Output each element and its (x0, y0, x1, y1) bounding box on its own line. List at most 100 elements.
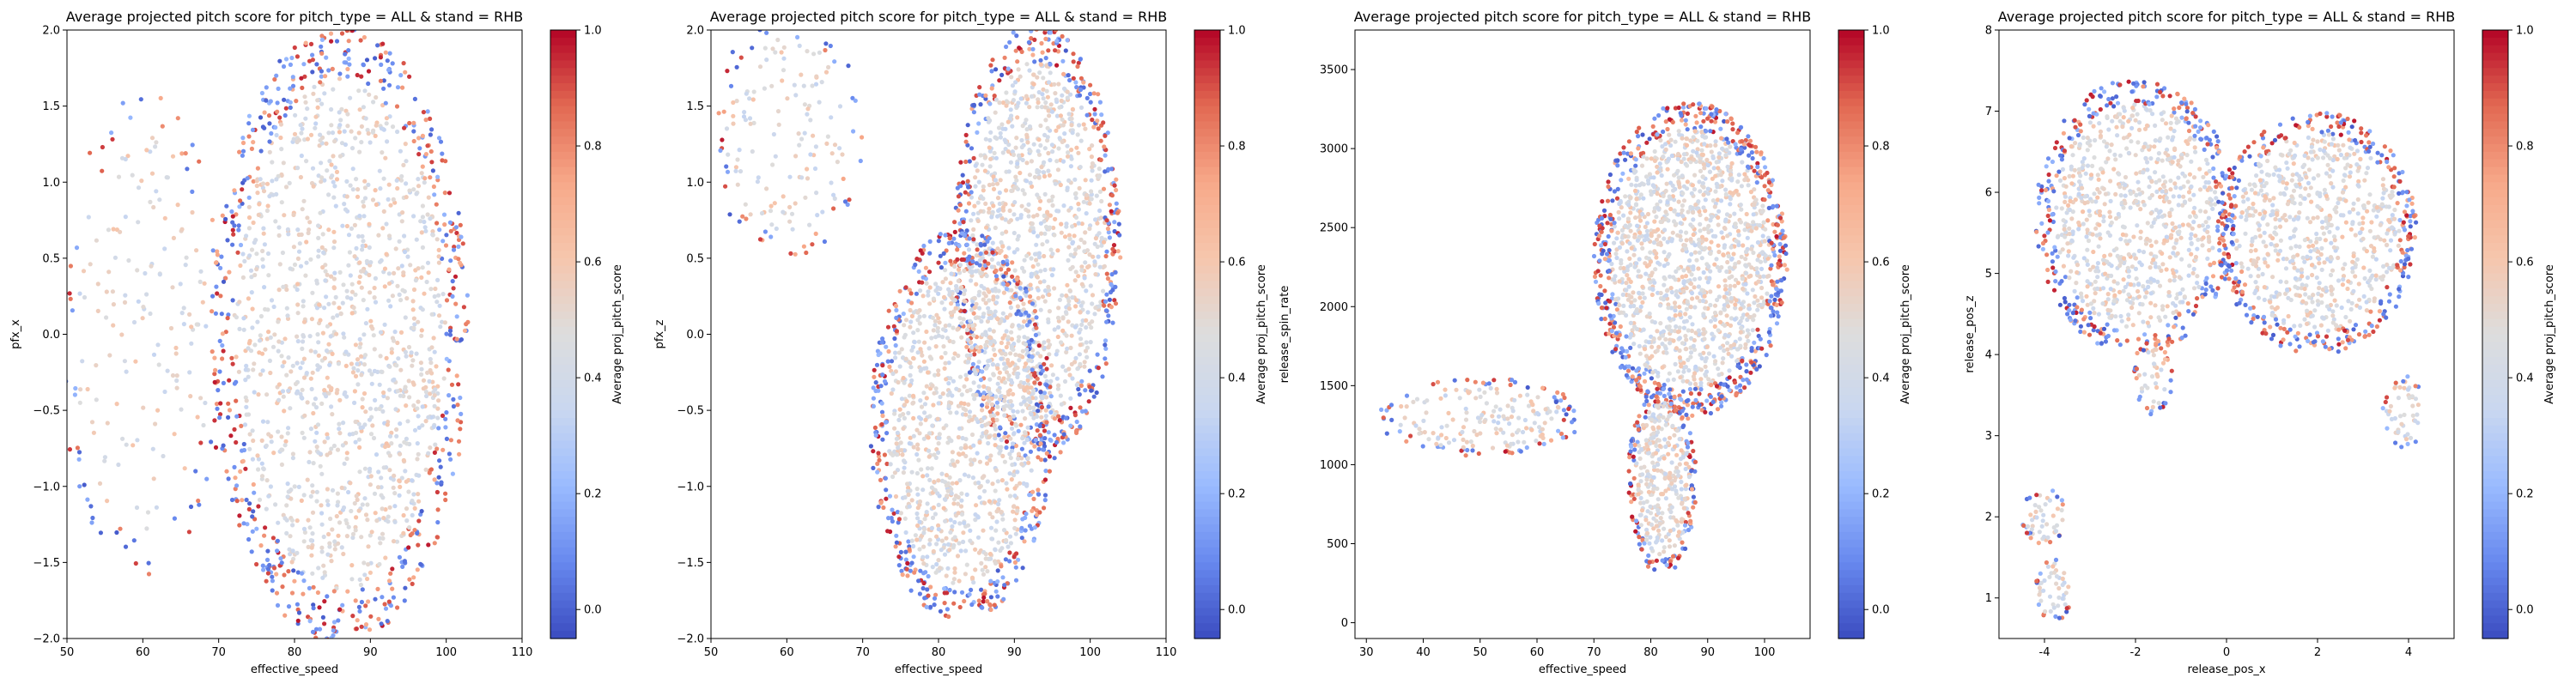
data-point (739, 56, 744, 60)
data-point (246, 121, 251, 125)
data-point (972, 352, 976, 356)
data-point (934, 313, 939, 318)
data-point (1090, 197, 1094, 201)
data-point (879, 384, 884, 388)
data-point (420, 171, 424, 175)
data-point (283, 439, 288, 444)
data-point (879, 499, 884, 504)
data-point (983, 343, 987, 348)
data-point (968, 159, 972, 163)
data-point (1020, 204, 1024, 209)
data-point (1103, 134, 1107, 138)
data-point (247, 226, 252, 230)
data-point (984, 366, 988, 370)
data-point (992, 413, 996, 417)
data-point (841, 177, 846, 181)
data-point (984, 556, 988, 560)
data-point (284, 503, 289, 507)
data-point (878, 351, 883, 355)
data-point (320, 38, 325, 42)
data-point (890, 391, 894, 396)
data-point (932, 391, 936, 396)
data-point (854, 99, 858, 103)
data-point (1012, 250, 1017, 254)
data-point (943, 519, 947, 524)
data-point (273, 219, 277, 223)
data-point (1103, 356, 1107, 360)
data-point (948, 259, 952, 263)
data-point (387, 281, 392, 286)
data-point (1005, 282, 1010, 287)
data-point (296, 339, 301, 343)
data-point (983, 169, 987, 173)
data-point (1030, 221, 1035, 226)
data-point (404, 441, 409, 445)
data-point (316, 254, 320, 258)
data-point (353, 136, 357, 140)
data-point (270, 439, 274, 444)
data-point (241, 275, 246, 280)
data-point (958, 375, 963, 379)
data-point (88, 262, 93, 266)
data-point (1024, 368, 1028, 372)
data-point (413, 428, 417, 433)
data-point (319, 175, 324, 179)
data-point (989, 595, 993, 599)
data-point (333, 166, 337, 170)
data-point (1006, 67, 1011, 71)
data-point (319, 511, 324, 515)
data-point (780, 50, 784, 54)
colorbar-segment (550, 99, 576, 106)
data-point (1065, 347, 1069, 351)
data-point (1059, 183, 1063, 187)
data-point (361, 239, 365, 243)
data-point (918, 288, 922, 293)
data-point (433, 294, 437, 299)
data-point (1055, 248, 1060, 252)
data-point (364, 116, 368, 120)
data-point (999, 319, 1003, 324)
data-point (290, 590, 295, 595)
data-point (993, 529, 998, 533)
data-point (1003, 395, 1007, 399)
data-point (990, 481, 994, 486)
data-point (859, 159, 863, 163)
data-point (1035, 402, 1039, 407)
data-point (306, 518, 310, 523)
data-point (1089, 100, 1093, 105)
data-point (387, 183, 392, 187)
data-point (986, 306, 990, 311)
data-point (1019, 138, 1024, 142)
data-point (1010, 380, 1014, 384)
data-point (962, 269, 966, 273)
data-point (432, 185, 436, 189)
data-point (1008, 471, 1012, 475)
data-point (325, 376, 330, 380)
data-point (720, 137, 724, 142)
data-point (411, 492, 416, 496)
data-point (982, 243, 987, 247)
data-point (927, 449, 931, 453)
data-point (937, 441, 941, 445)
data-point (366, 562, 370, 566)
data-point (412, 317, 416, 321)
data-point (407, 578, 411, 582)
data-point (319, 503, 323, 507)
data-point (386, 422, 390, 427)
data-point (921, 294, 926, 298)
data-point (245, 498, 249, 502)
data-point (1066, 95, 1070, 100)
data-point (337, 431, 342, 435)
data-point (963, 572, 968, 576)
data-point (769, 204, 774, 209)
data-point (997, 100, 1001, 105)
data-point (951, 237, 956, 241)
data-point (965, 243, 969, 247)
data-point (292, 579, 296, 584)
data-point (275, 133, 279, 137)
data-point (926, 289, 930, 294)
data-point (916, 458, 920, 463)
data-point (1068, 424, 1072, 428)
data-point (411, 129, 416, 133)
data-point (949, 439, 953, 443)
